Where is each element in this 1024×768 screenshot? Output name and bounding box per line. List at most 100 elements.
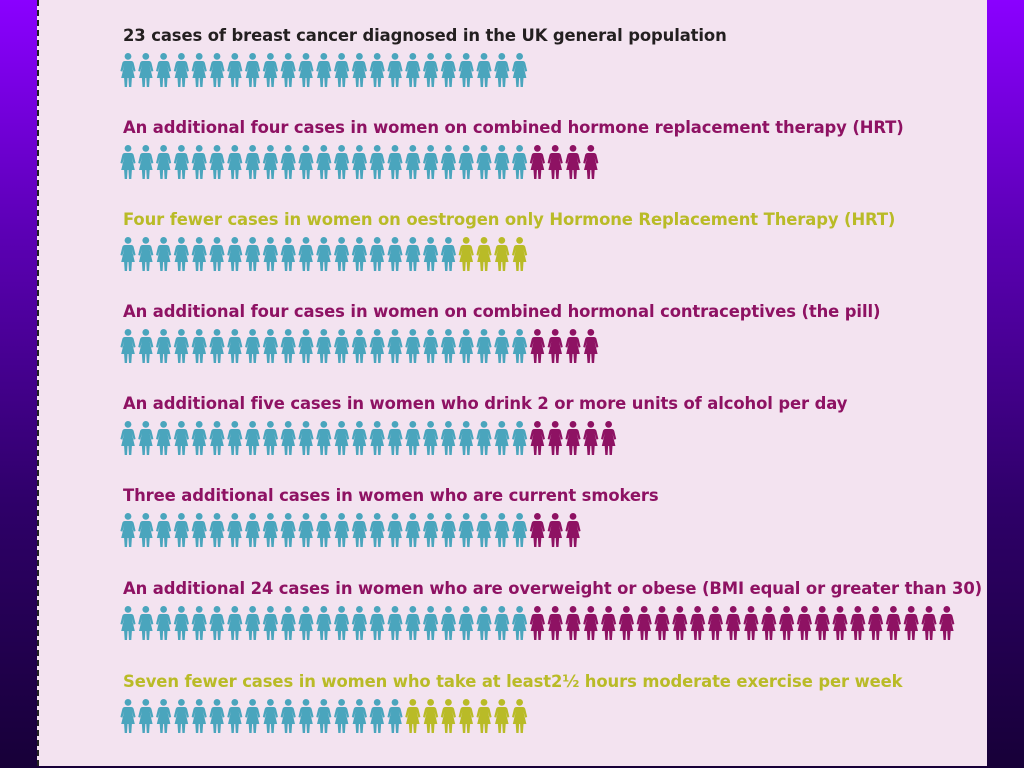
additional-case-figure xyxy=(850,606,866,640)
baseline-case-figure xyxy=(191,513,207,547)
baseline-case-figure xyxy=(369,513,385,547)
chart-row-alcohol: An additional five cases in women who dr… xyxy=(119,368,999,460)
additional-case-figure xyxy=(565,329,581,363)
baseline-case-figure xyxy=(334,237,350,271)
baseline-case-figure xyxy=(369,145,385,179)
baseline-case-figure xyxy=(405,421,421,455)
baseline-case-figure xyxy=(191,606,207,640)
baseline-case-figure xyxy=(494,606,510,640)
baseline-case-figure xyxy=(512,513,528,547)
baseline-case-figure xyxy=(334,145,350,179)
baseline-case-figure xyxy=(298,329,314,363)
baseline-case-figure xyxy=(280,237,296,271)
baseline-case-figure xyxy=(512,145,528,179)
additional-case-figure xyxy=(779,606,795,640)
baseline-case-figure xyxy=(494,145,510,179)
fewer-case-figure xyxy=(494,699,510,733)
additional-case-figure xyxy=(636,606,652,640)
baseline-case-figure xyxy=(138,145,154,179)
baseline-case-figure xyxy=(405,145,421,179)
baseline-case-figure xyxy=(494,421,510,455)
row-label: 23 cases of breast cancer diagnosed in t… xyxy=(123,26,727,45)
baseline-case-figure xyxy=(120,237,136,271)
additional-case-figure xyxy=(725,606,741,640)
baseline-case-figure xyxy=(245,145,261,179)
baseline-case-figure xyxy=(191,329,207,363)
baseline-case-figure xyxy=(316,421,332,455)
baseline-case-figure xyxy=(334,421,350,455)
baseline-case-figure xyxy=(405,237,421,271)
baseline-case-figure xyxy=(334,329,350,363)
additional-case-figure xyxy=(565,421,581,455)
baseline-case-figure xyxy=(280,606,296,640)
baseline-case-figure xyxy=(280,53,296,87)
baseline-case-figure xyxy=(245,329,261,363)
additional-case-figure xyxy=(529,606,545,640)
additional-case-figure xyxy=(547,329,563,363)
baseline-case-figure xyxy=(351,53,367,87)
chart-row-exercise: Seven fewer cases in women who take at l… xyxy=(119,646,999,738)
baseline-case-figure xyxy=(423,421,439,455)
baseline-case-figure xyxy=(138,699,154,733)
additional-case-figure xyxy=(547,606,563,640)
baseline-case-figure xyxy=(512,329,528,363)
baseline-case-figure xyxy=(476,513,492,547)
baseline-case-figure xyxy=(316,606,332,640)
baseline-case-figure xyxy=(262,513,278,547)
additional-case-figure xyxy=(529,145,545,179)
additional-case-figure xyxy=(939,606,955,640)
chart-row-contraceptive-pill: An additional four cases in women on com… xyxy=(119,276,999,368)
additional-case-figure xyxy=(618,606,634,640)
baseline-case-figure xyxy=(440,606,456,640)
baseline-case-figure xyxy=(209,237,225,271)
baseline-case-figure xyxy=(458,53,474,87)
baseline-case-figure xyxy=(209,513,225,547)
baseline-case-figure xyxy=(476,606,492,640)
additional-case-figure xyxy=(547,145,563,179)
row-label: Three additional cases in women who are … xyxy=(123,486,659,505)
baseline-case-figure xyxy=(423,513,439,547)
fewer-case-figure xyxy=(458,237,474,271)
baseline-case-figure xyxy=(298,53,314,87)
baseline-case-figure xyxy=(494,329,510,363)
baseline-case-figure xyxy=(494,513,510,547)
baseline-case-figure xyxy=(120,513,136,547)
baseline-case-figure xyxy=(262,145,278,179)
pictogram-row xyxy=(120,145,599,179)
baseline-case-figure xyxy=(423,606,439,640)
baseline-case-figure xyxy=(209,421,225,455)
additional-case-figure xyxy=(707,606,723,640)
pictogram-row xyxy=(120,699,528,733)
baseline-case-figure xyxy=(138,53,154,87)
row-label: An additional four cases in women on com… xyxy=(123,302,881,321)
baseline-case-figure xyxy=(316,53,332,87)
chart-row-smokers: Three additional cases in women who are … xyxy=(119,460,999,552)
baseline-case-figure xyxy=(245,699,261,733)
baseline-case-figure xyxy=(156,53,172,87)
baseline-case-figure xyxy=(298,145,314,179)
row-label: Four fewer cases in women on oestrogen o… xyxy=(123,210,896,229)
baseline-case-figure xyxy=(227,513,243,547)
baseline-case-figure xyxy=(156,421,172,455)
additional-case-figure xyxy=(832,606,848,640)
additional-case-figure xyxy=(565,513,581,547)
baseline-case-figure xyxy=(316,329,332,363)
pictogram-row xyxy=(120,53,528,87)
baseline-case-figure xyxy=(173,699,189,733)
additional-case-figure xyxy=(601,421,617,455)
additional-case-figure xyxy=(565,145,581,179)
additional-case-figure xyxy=(761,606,777,640)
baseline-case-figure xyxy=(209,53,225,87)
fewer-case-figure xyxy=(494,237,510,271)
row-label: Seven fewer cases in women who take at l… xyxy=(123,672,903,691)
baseline-case-figure xyxy=(298,606,314,640)
additional-case-figure xyxy=(921,606,937,640)
baseline-case-figure xyxy=(440,329,456,363)
baseline-case-figure xyxy=(173,606,189,640)
baseline-case-figure xyxy=(423,53,439,87)
baseline-case-figure xyxy=(156,145,172,179)
baseline-case-figure xyxy=(351,699,367,733)
baseline-case-figure xyxy=(138,606,154,640)
baseline-case-figure xyxy=(334,513,350,547)
additional-case-figure xyxy=(583,606,599,640)
